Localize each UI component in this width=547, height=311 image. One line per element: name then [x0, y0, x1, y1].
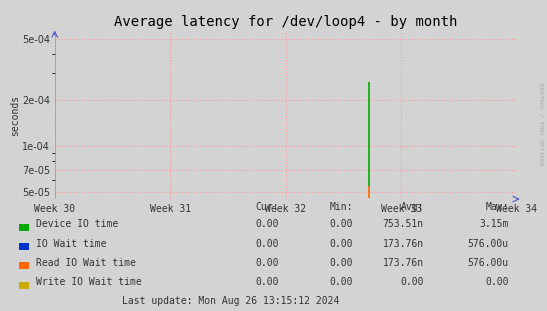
Text: 0.00: 0.00: [255, 277, 279, 287]
Text: 3.15m: 3.15m: [479, 219, 509, 229]
Text: Read IO Wait time: Read IO Wait time: [36, 258, 136, 268]
Text: Avg:: Avg:: [400, 202, 424, 212]
Text: 0.00: 0.00: [255, 258, 279, 268]
Y-axis label: seconds: seconds: [10, 95, 20, 137]
Text: 0.00: 0.00: [400, 277, 424, 287]
Text: 0.00: 0.00: [329, 277, 353, 287]
Text: 0.00: 0.00: [329, 239, 353, 248]
Text: RRDTOOL / TOBI OETIKER: RRDTOOL / TOBI OETIKER: [538, 83, 543, 166]
Text: Device IO time: Device IO time: [36, 219, 118, 229]
Text: 173.76n: 173.76n: [383, 258, 424, 268]
Text: Max:: Max:: [485, 202, 509, 212]
Text: Write IO Wait time: Write IO Wait time: [36, 277, 141, 287]
Text: Last update: Mon Aug 26 13:15:12 2024: Last update: Mon Aug 26 13:15:12 2024: [122, 296, 339, 306]
Text: IO Wait time: IO Wait time: [36, 239, 106, 248]
Text: 0.00: 0.00: [329, 219, 353, 229]
Title: Average latency for /dev/loop4 - by month: Average latency for /dev/loop4 - by mont…: [114, 15, 457, 29]
Text: 0.00: 0.00: [255, 239, 279, 248]
Text: 173.76n: 173.76n: [383, 239, 424, 248]
Text: 576.00u: 576.00u: [468, 239, 509, 248]
Text: 0.00: 0.00: [255, 219, 279, 229]
Text: 753.51n: 753.51n: [383, 219, 424, 229]
Text: Cur:: Cur:: [255, 202, 279, 212]
Text: 0.00: 0.00: [329, 258, 353, 268]
Text: Min:: Min:: [329, 202, 353, 212]
Text: 0.00: 0.00: [485, 277, 509, 287]
Text: 576.00u: 576.00u: [468, 258, 509, 268]
